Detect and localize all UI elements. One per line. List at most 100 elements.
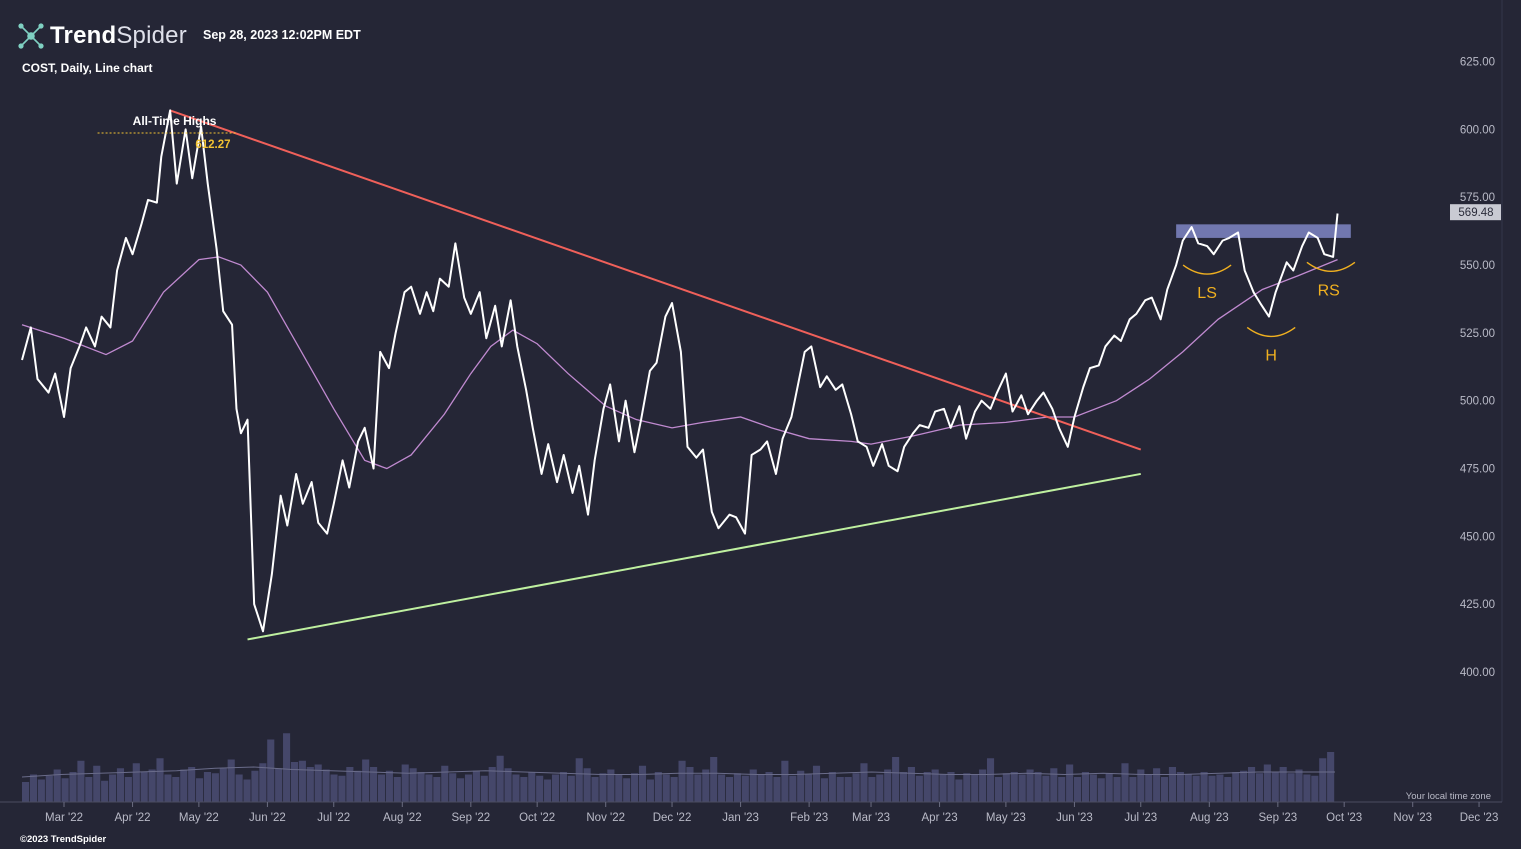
moving-average-line	[21, 256, 1338, 470]
x-tick-label: Jun '22	[249, 812, 286, 824]
volume-bar	[915, 775, 923, 802]
volume-bar	[45, 775, 53, 802]
volume-bar	[725, 777, 734, 802]
volume-bar	[1192, 775, 1200, 802]
volume-bar	[441, 765, 449, 802]
volume-bar	[164, 774, 172, 802]
volume-bar	[1311, 775, 1319, 802]
volume-bar	[1129, 777, 1137, 802]
volume-bar	[812, 765, 821, 802]
volume-bar	[338, 775, 346, 802]
volume-bar	[1327, 752, 1335, 802]
volume-bar	[789, 775, 797, 802]
brand-logo[interactable]: TrendSpider	[18, 22, 187, 50]
volume-bars	[21, 733, 1335, 802]
volume-bar	[757, 774, 765, 802]
volume-bar	[868, 777, 876, 802]
support-trendline	[247, 472, 1141, 641]
volume-bar	[947, 772, 955, 802]
price-axis[interactable]: 400.00 425.00 450.00 475.00 500.00 525.00 550.…	[1450, 57, 1501, 679]
volume-bar	[670, 777, 678, 802]
time-axis[interactable]: Mar '22 Apr '22 May '22 Jun '22 Jul '22 Aug '…	[45, 802, 1498, 824]
chart-header: TrendSpider Sep 28, 2023 12:02PM EDT COS…	[0, 0, 1521, 80]
volume-bar	[654, 772, 662, 802]
volume-bar	[116, 768, 125, 802]
volume-bar	[1271, 772, 1279, 802]
volume-bar	[457, 778, 465, 802]
pattern-label-h: H	[1265, 348, 1277, 365]
y-tick-label: 575.00	[1460, 192, 1495, 204]
volume-bar	[37, 779, 45, 802]
pattern-arc-rs	[1306, 261, 1356, 273]
volume-bar	[623, 778, 631, 802]
last-price-value: 569.48	[1458, 207, 1493, 219]
volume-bar	[923, 772, 931, 802]
volume-bar	[322, 769, 330, 802]
x-tick-label: Aug '22	[383, 812, 422, 824]
x-tick-label: Feb '23	[790, 812, 828, 824]
volume-bar	[1010, 772, 1018, 802]
volume-bar	[512, 774, 520, 802]
volume-bar	[298, 760, 306, 802]
volume-bar	[464, 774, 473, 802]
volume-bar	[646, 779, 654, 802]
volume-bar	[1089, 774, 1097, 802]
x-tick-label: Jun '23	[1056, 812, 1093, 824]
x-tick-label: Dec '23	[1460, 812, 1499, 824]
volume-bar	[472, 770, 480, 802]
volume-bar	[409, 768, 417, 802]
x-tick-label: May '23	[986, 812, 1026, 824]
volume-bar	[567, 775, 575, 802]
resistance-zone-box	[1176, 224, 1351, 238]
timezone-note[interactable]: Your local time zone	[1406, 791, 1491, 802]
volume-bar	[884, 769, 892, 802]
chart-timestamp: Sep 28, 2023 12:02PM EDT	[203, 28, 361, 42]
volume-bar	[986, 758, 995, 802]
volume-bar	[828, 772, 836, 802]
x-tick-label: Jul '22	[317, 812, 350, 824]
y-tick-label: 475.00	[1460, 464, 1495, 476]
volume-bar	[1137, 769, 1145, 802]
volume-bar	[77, 760, 85, 802]
volume-bar	[1153, 768, 1161, 802]
volume-bar	[1066, 764, 1074, 802]
volume-bar	[1034, 772, 1042, 802]
volume-bar	[955, 779, 963, 802]
volume-bar	[575, 758, 583, 802]
volume-bar	[1240, 770, 1248, 802]
volume-bar	[433, 777, 441, 802]
volume-bar	[892, 757, 900, 802]
volume-bar	[520, 777, 528, 802]
volume-bar	[528, 772, 536, 802]
y-tick-label: 425.00	[1460, 599, 1495, 611]
pattern-label-ls: LS	[1197, 285, 1217, 302]
volume-bar	[219, 768, 227, 802]
volume-bar	[188, 767, 196, 802]
volume-bar	[607, 769, 615, 802]
volume-bar	[235, 774, 243, 802]
volume-bar	[781, 760, 789, 802]
volume-bar	[773, 777, 781, 802]
volume-bar	[694, 774, 702, 802]
volume-bar	[702, 769, 710, 802]
volume-bar	[1002, 773, 1010, 802]
volume-bar	[836, 777, 844, 802]
trendlines	[169, 109, 1142, 641]
pattern-arc-h	[1246, 326, 1296, 338]
volume-bar	[615, 774, 623, 802]
volume-bar	[1287, 773, 1295, 802]
volume-bar	[203, 772, 212, 802]
y-tick-label: 625.00	[1460, 57, 1495, 69]
y-tick-label: 550.00	[1460, 260, 1495, 272]
volume-bar	[53, 769, 61, 802]
x-tick-label: May '22	[179, 812, 219, 824]
y-tick-label: 500.00	[1460, 396, 1495, 408]
y-tick-label: 600.00	[1460, 124, 1495, 136]
volume-bar	[132, 763, 140, 802]
volume-bar	[314, 764, 322, 802]
volume-bar	[971, 774, 979, 802]
volume-bar	[425, 774, 433, 802]
ath-value: 612.27	[195, 139, 230, 151]
volume-bar	[259, 763, 267, 802]
